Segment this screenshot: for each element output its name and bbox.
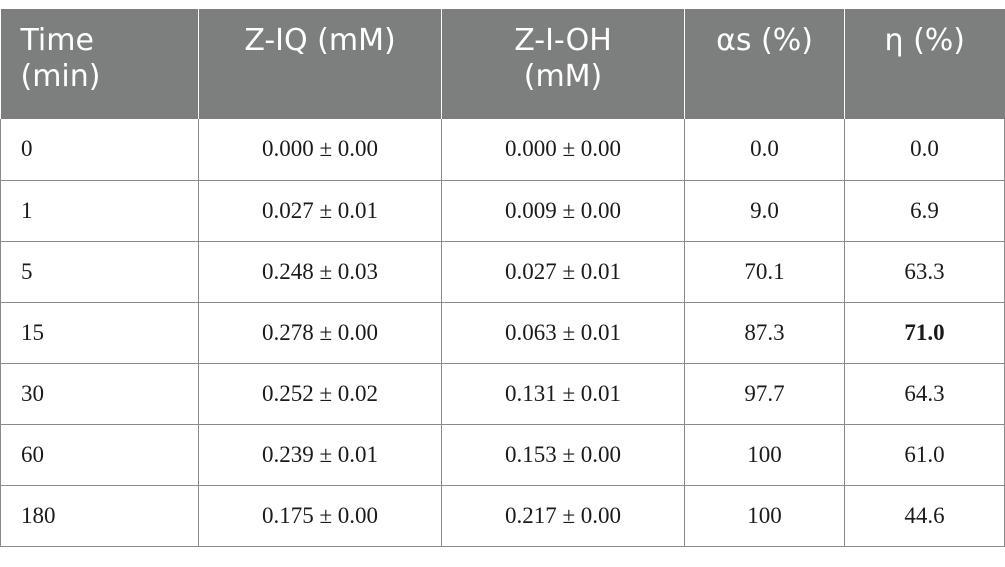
- header-alpha: αs (%): [684, 9, 845, 119]
- time-cell: 15: [0, 302, 199, 364]
- table-row: 1 0.027 ± 0.01 0.009 ± 0.00 9.0 6.9: [0, 180, 1005, 242]
- header-row: Time (min) Z-IQ (mM) Z-I-OH (mM) αs (%) …: [0, 9, 1005, 119]
- ziq-cell: 0.175 ± 0.00: [198, 485, 442, 547]
- zioh-cell: 0.063 ± 0.01: [441, 302, 685, 364]
- alpha-cell: 97.7: [684, 363, 845, 425]
- results-table: Time (min) Z-IQ (mM) Z-I-OH (mM) αs (%) …: [0, 9, 1005, 547]
- ziq-cell: 0.000 ± 0.00: [198, 119, 442, 181]
- alpha-cell: 100: [684, 424, 845, 486]
- table-row: 30 0.252 ± 0.02 0.131 ± 0.01 97.7 64.3: [0, 363, 1005, 425]
- eta-cell: 63.3: [844, 241, 1005, 303]
- eta-cell: 44.6: [844, 485, 1005, 547]
- zioh-cell: 0.000 ± 0.00: [441, 119, 685, 181]
- eta-cell: 6.9: [844, 180, 1005, 242]
- zioh-cell: 0.217 ± 0.00: [441, 485, 685, 547]
- table-row: 15 0.278 ± 0.00 0.063 ± 0.01 87.3 71.0: [0, 302, 1005, 364]
- ziq-cell: 0.252 ± 0.02: [198, 363, 442, 425]
- ziq-cell: 0.278 ± 0.00: [198, 302, 442, 364]
- time-cell: 5: [0, 241, 199, 303]
- alpha-cell: 100: [684, 485, 845, 547]
- header-ziq-line1: Z-IQ (mM): [244, 23, 396, 58]
- header-time: Time (min): [0, 9, 199, 119]
- alpha-cell: 87.3: [684, 302, 845, 364]
- alpha-cell: 70.1: [684, 241, 845, 303]
- alpha-cell: 9.0: [684, 180, 845, 242]
- time-cell: 60: [0, 424, 199, 486]
- time-cell: 30: [0, 363, 199, 425]
- eta-cell: 64.3: [844, 363, 1005, 425]
- eta-cell: 0.0: [844, 119, 1005, 181]
- table-row: 0 0.000 ± 0.00 0.000 ± 0.00 0.0 0.0: [0, 119, 1005, 181]
- zioh-cell: 0.153 ± 0.00: [441, 424, 685, 486]
- table-body: 0 0.000 ± 0.00 0.000 ± 0.00 0.0 0.0 1 0.027 ± …: [0, 119, 1005, 547]
- time-cell: 0: [0, 119, 199, 181]
- header-ziq: Z-IQ (mM): [198, 9, 442, 119]
- header-time-line1: Time: [20, 23, 94, 58]
- table-header: Time (min) Z-IQ (mM) Z-I-OH (mM) αs (%) …: [0, 9, 1005, 119]
- header-zioh: Z-I-OH (mM): [441, 9, 685, 119]
- header-zioh-line2: (mM): [523, 59, 603, 94]
- header-zioh-line1: Z-I-OH: [514, 23, 612, 58]
- ziq-cell: 0.239 ± 0.01: [198, 424, 442, 486]
- ziq-cell: 0.027 ± 0.01: [198, 180, 442, 242]
- ziq-cell: 0.248 ± 0.03: [198, 241, 442, 303]
- zioh-cell: 0.027 ± 0.01: [441, 241, 685, 303]
- header-time-line2: (min): [20, 59, 101, 94]
- table-row: 60 0.239 ± 0.01 0.153 ± 0.00 100 61.0: [0, 424, 1005, 486]
- header-alpha-line1: αs (%): [716, 23, 813, 58]
- alpha-cell: 0.0: [684, 119, 845, 181]
- table-row: 180 0.175 ± 0.00 0.217 ± 0.00 100 44.6: [0, 485, 1005, 547]
- eta-cell: 61.0: [844, 424, 1005, 486]
- time-cell: 180: [0, 485, 199, 547]
- eta-cell: 71.0: [844, 302, 1005, 364]
- zioh-cell: 0.009 ± 0.00: [441, 180, 685, 242]
- header-eta-line1: η (%): [884, 23, 965, 58]
- table-row: 5 0.248 ± 0.03 0.027 ± 0.01 70.1 63.3: [0, 241, 1005, 303]
- zioh-cell: 0.131 ± 0.01: [441, 363, 685, 425]
- header-eta: η (%): [844, 9, 1005, 119]
- time-cell: 1: [0, 180, 199, 242]
